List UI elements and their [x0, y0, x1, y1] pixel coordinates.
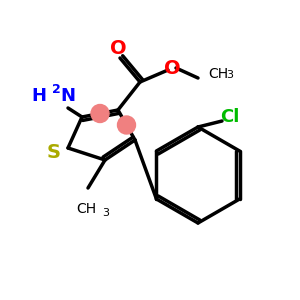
Text: O: O [110, 38, 126, 58]
Text: Cl: Cl [220, 108, 240, 126]
Text: 3: 3 [102, 208, 109, 218]
Text: CH: CH [208, 67, 228, 81]
Circle shape [91, 104, 109, 122]
Text: N: N [60, 87, 75, 105]
Circle shape [118, 116, 136, 134]
Text: 3: 3 [226, 70, 233, 80]
Text: 2: 2 [52, 83, 61, 96]
Text: S: S [47, 142, 61, 161]
Text: CH: CH [76, 202, 96, 216]
Text: H: H [31, 87, 46, 105]
Text: O: O [164, 58, 180, 77]
